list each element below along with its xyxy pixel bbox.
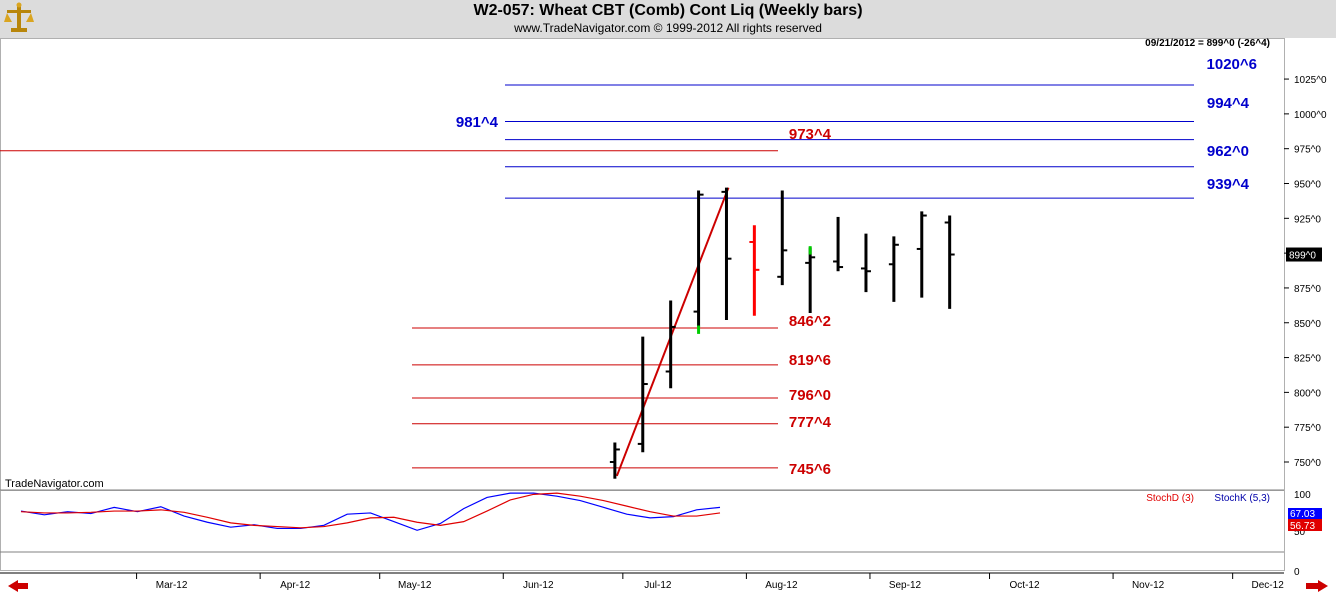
stoch-d-tag (1288, 519, 1322, 531)
resistance-label: 962^0 (1207, 143, 1249, 160)
last-price-tag-label: 899^0 (1289, 251, 1316, 262)
price-y-tick-label: 1025^0 (1294, 75, 1327, 86)
support-label: 796^0 (789, 387, 831, 404)
price-panel[interactable]: 09/21/2012 = 899^0 (-26^4) TradeNavigator… (0, 38, 1327, 491)
chart-header: W2-057: Wheat CBT (Comb) Cont Liq (Weekl… (0, 0, 1336, 38)
last-date-info: 09/21/2012 = 899^0 (-26^4) (1145, 38, 1270, 49)
stoch-d-line (20, 492, 721, 529)
price-y-tick-label: 750^0 (1294, 458, 1321, 469)
x-axis-tick-label: Jul-12 (644, 580, 672, 591)
stochastics-panel-frame (0, 490, 1285, 571)
x-axis-tick-label: Oct-12 (1010, 580, 1040, 591)
stoch-k-tag-label: 67.03 (1290, 509, 1315, 520)
price-y-tick-label: 1000^0 (1294, 110, 1327, 121)
x-axis-tick-label: Nov-12 (1132, 580, 1165, 591)
price-y-tick-label: 775^0 (1294, 423, 1321, 434)
stoch-y-tick-label: 0 (1294, 567, 1300, 578)
stoch-k-tag (1288, 508, 1322, 519)
last-price-tag (1286, 247, 1322, 262)
trade-navigator-logo-icon (4, 2, 34, 32)
trendline (615, 187, 730, 477)
resistance-label: 939^4 (1207, 176, 1250, 193)
stoch-d-tag-label: 56.73 (1290, 521, 1315, 532)
support-label: 973^4 (789, 126, 832, 143)
x-axis-tick-label: Jun-12 (523, 580, 554, 591)
scroll-right-arrow-icon (1306, 580, 1328, 592)
stoch-y-tick-label: 50 (1294, 527, 1306, 538)
stoch-k-line (20, 492, 721, 531)
price-y-tick-label: 950^0 (1294, 180, 1321, 191)
support-label: 777^4 (789, 414, 832, 431)
x-axis-tick-label: Mar-12 (156, 580, 188, 591)
x-axis-tick-label: Sep-12 (889, 580, 922, 591)
stoch-y-tick-label: 100 (1294, 490, 1311, 501)
price-y-tick-label: 875^0 (1294, 284, 1321, 295)
x-axis-tick-label: May-12 (398, 580, 432, 591)
resistance-label: 981^4 (456, 114, 499, 131)
watermark-label: TradeNavigator.com (5, 478, 104, 490)
price-y-tick-label: 850^0 (1294, 319, 1321, 330)
x-axis-tick-label: Apr-12 (280, 580, 310, 591)
chart-title: W2-057: Wheat CBT (Comb) Cont Liq (Weekl… (473, 2, 863, 19)
scroll-left-arrow-icon (8, 580, 28, 592)
price-y-tick-label: 825^0 (1294, 354, 1321, 365)
chart-subtitle: www.TradeNavigator.com © 1999-2012 All r… (514, 21, 822, 35)
support-label: 819^6 (789, 352, 831, 369)
x-axis: Mar-12 Apr-12 May-12 Jun-12 Jul-12 Aug-12 Sep-… (0, 572, 1285, 591)
support-label: 846^2 (789, 313, 831, 330)
stoch-k-legend: StochK (5,3) (1214, 493, 1270, 504)
resistance-label: 994^4 (1207, 95, 1250, 112)
price-y-tick-label: 800^0 (1294, 388, 1321, 399)
price-y-tick-label: 975^0 (1294, 145, 1321, 156)
price-y-tick-label: 925^0 (1294, 214, 1321, 225)
navigation (8, 580, 1328, 592)
stoch-d-legend: StochD (3) (1146, 493, 1194, 504)
support-label: 745^6 (789, 461, 831, 478)
chart-canvas[interactable]: 09/21/2012 = 899^0 (-26^4) TradeNavigator… (0, 38, 1336, 594)
x-axis-tick-label: Dec-12 (1252, 580, 1285, 591)
resistance-label: 1020^6 (1207, 56, 1257, 73)
x-axis-tick-label: Aug-12 (765, 580, 798, 591)
